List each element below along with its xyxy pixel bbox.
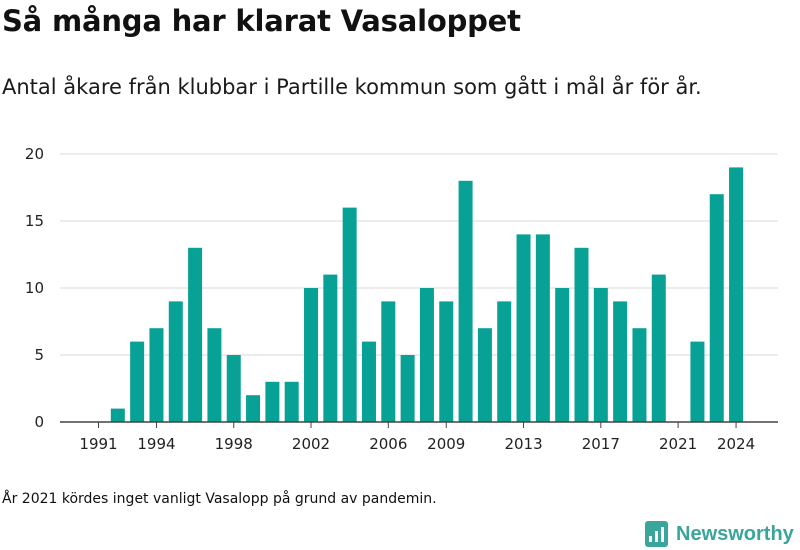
y-tick-label: 20 xyxy=(25,145,44,163)
x-tick-label: 2013 xyxy=(504,435,542,453)
x-tick-label: 1991 xyxy=(79,435,117,453)
bar-2014 xyxy=(535,234,550,422)
footnote: År 2021 kördes inget vanligt Vasalopp på… xyxy=(2,491,437,507)
x-tick-label: 2009 xyxy=(427,435,465,453)
bar-2024 xyxy=(729,167,744,422)
x-tick-label: 2006 xyxy=(369,435,407,453)
x-tick-label: 2024 xyxy=(717,435,755,453)
y-tick-label: 0 xyxy=(34,413,44,431)
bar-2010 xyxy=(458,180,473,422)
bar-2015 xyxy=(555,288,570,422)
bar-2002 xyxy=(304,288,319,422)
bar-chart: 0 5 10 15 20 1991 1994 1998 2002 2006 2009 2013 201… xyxy=(25,145,778,453)
bar-2006 xyxy=(381,301,396,422)
bar-2012 xyxy=(497,301,512,422)
bar-1993 xyxy=(130,341,145,422)
bar-2009 xyxy=(439,301,454,422)
bar-2003 xyxy=(323,274,338,422)
bar-1995 xyxy=(168,301,183,422)
newsworthy-logo-icon xyxy=(645,521,668,547)
bar-2022 xyxy=(690,341,705,422)
bar-1997 xyxy=(207,328,222,422)
bar-1999 xyxy=(246,395,261,422)
x-axis-ticks: 1991 1994 1998 2002 2006 2009 2013 2017 2021 2024 xyxy=(79,422,755,453)
bar-1992 xyxy=(110,408,125,422)
bars xyxy=(110,167,744,422)
x-tick-label: 2002 xyxy=(292,435,330,453)
bar-2011 xyxy=(477,328,492,422)
bar-1996 xyxy=(188,247,203,422)
bar-2001 xyxy=(284,381,299,422)
x-tick-label: 1998 xyxy=(215,435,253,453)
bar-2018 xyxy=(613,301,628,422)
bar-1994 xyxy=(149,328,164,422)
bar-1998 xyxy=(226,355,241,422)
brand-name: Newsworthy xyxy=(676,522,794,545)
bar-2004 xyxy=(342,207,357,422)
chart-title: Så många har klarat Vasaloppet xyxy=(2,4,521,38)
brand-logo[interactable]: Newsworthy xyxy=(645,519,794,549)
y-tick-label: 5 xyxy=(34,346,44,364)
x-tick-label: 1994 xyxy=(137,435,175,453)
bar-2000 xyxy=(265,381,280,422)
bar-2017 xyxy=(593,288,608,422)
y-axis-tick-labels: 0 5 10 15 20 xyxy=(25,145,44,431)
bar-2008 xyxy=(419,288,434,422)
bar-2007 xyxy=(400,355,415,422)
x-tick-label: 2017 xyxy=(582,435,620,453)
bar-2020 xyxy=(651,274,666,422)
bar-2016 xyxy=(574,247,589,422)
chart-subtitle: Antal åkare från klubbar i Partille komm… xyxy=(2,75,702,99)
x-tick-label: 2021 xyxy=(659,435,697,453)
y-tick-label: 15 xyxy=(25,212,44,230)
bar-2013 xyxy=(516,234,531,422)
y-tick-label: 10 xyxy=(25,279,44,297)
gridlines xyxy=(60,153,778,356)
bar-2023 xyxy=(709,194,724,422)
bar-2019 xyxy=(632,328,647,422)
bar-2005 xyxy=(361,341,376,422)
